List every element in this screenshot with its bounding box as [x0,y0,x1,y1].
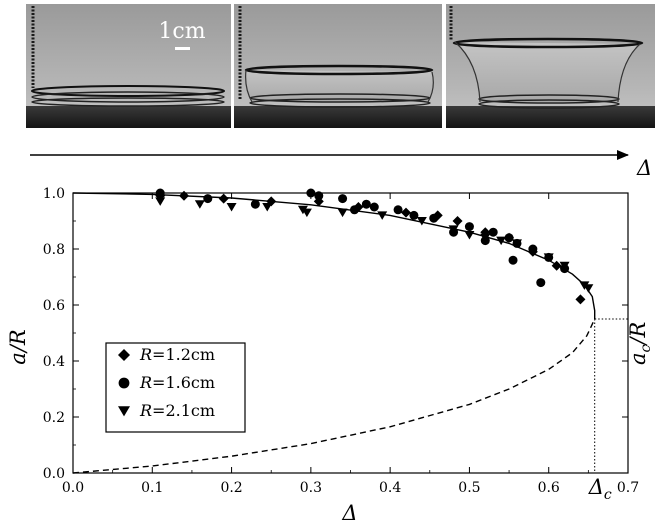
delta-arrow-label: Δ [636,156,652,180]
triangle-data-point [448,225,459,234]
triangle-data-point [464,231,475,240]
triangle-data-point [226,203,237,212]
circle-data-point [314,191,324,201]
diamond-data-point [179,190,189,201]
x-tick-label: 0.1 [141,480,163,496]
legend-label: R=2.1cm [139,401,215,420]
circle-data-point [464,222,474,232]
photo-panel-2 [234,4,442,128]
circle-data-point [203,194,213,204]
critical-delta-label: Δc [588,475,612,503]
x-tick-label: 0.5 [458,480,480,496]
triangle-data-point [301,208,312,218]
scale-label: 1cm [158,19,205,44]
triangle-data-point [262,203,273,212]
x-tick-label: 0.2 [220,480,242,496]
circle-data-point [369,202,379,212]
diamond-data-point [575,294,586,305]
circle-data-point [508,255,518,265]
triangle-data-point [559,261,570,271]
circle-data-point [429,213,439,223]
x-tick-label: 0.4 [379,480,401,496]
circle-data-point [338,194,348,204]
diamond-data-point [218,193,229,204]
circle-data-point [361,199,371,209]
model-curves [72,192,628,474]
circle-data-point [393,205,403,215]
circle-data-point [488,227,498,237]
triangle-data-point [496,236,507,246]
legend-box [105,342,246,433]
triangle-data-point [194,200,205,209]
diamond-data-point [401,207,411,218]
axis-ticks: 0.0 0.1 0.2 0.3 0.4 0.5 0.6 0.7 0.0 0.2 0.4 0.6 0.8 1… [43,186,639,496]
stable-branch-curve [72,192,596,319]
y-tick-label: 0.8 [43,242,65,258]
triangle-data-point [337,208,348,218]
photo-panel-3 [446,4,655,128]
y-tick-label: 1.0 [43,186,65,202]
triangle-data-point [583,284,594,293]
legend-triangle-icon [118,406,130,417]
y-tick-label: 0.0 [43,466,65,482]
legend-diamond-icon [118,349,130,361]
circle-data-point [409,210,419,220]
legend-label: R=1.2cm [139,345,215,364]
y-axis-label: a/R [6,329,30,365]
scale-bar [175,47,190,50]
data-markers [155,188,594,305]
triangle-data-point [480,233,491,243]
y-tick-label: 0.4 [43,354,65,370]
critical-radius-label: ac/R [626,322,654,365]
triangle-data-point [416,217,427,226]
circle-data-point [155,188,165,198]
circle-data-point [504,233,514,243]
circle-data-point [536,278,546,288]
legend-label: R=1.6cm [139,373,215,392]
triangle-data-point [155,197,166,206]
x-axis-label: Δ [341,501,357,525]
triangle-data-point [512,239,522,248]
x-tick-label: 0.3 [300,480,322,496]
photo-panel-1: 1cm [26,4,231,128]
circle-data-point [528,244,538,254]
y-tick-label: 0.2 [43,410,65,426]
circle-data-point [349,205,359,215]
delta-arrow: Δ [30,150,652,180]
legend: R=1.2cm R=1.6cm R=2.1cm [105,342,246,433]
y-tick-label: 0.6 [43,298,65,314]
x-tick-label: 0.0 [62,480,84,496]
legend-circle-icon [118,377,130,389]
photo-strip: 1cm [26,4,655,128]
circle-data-point [250,199,260,209]
x-tick-label: 0.6 [538,480,560,496]
triangle-data-point [377,211,388,220]
chart: 0.0 0.1 0.2 0.3 0.4 0.5 0.6 0.7 0.0 0.2 0.4 0.6 0.8 1… [6,186,654,525]
triangle-data-point [543,253,554,262]
unstable-branch-curve [72,318,596,474]
x-tick-label: 0.7 [617,480,639,496]
diamond-data-point [452,216,463,226]
diamond-data-point [551,260,562,271]
circle-data-point [306,188,316,198]
